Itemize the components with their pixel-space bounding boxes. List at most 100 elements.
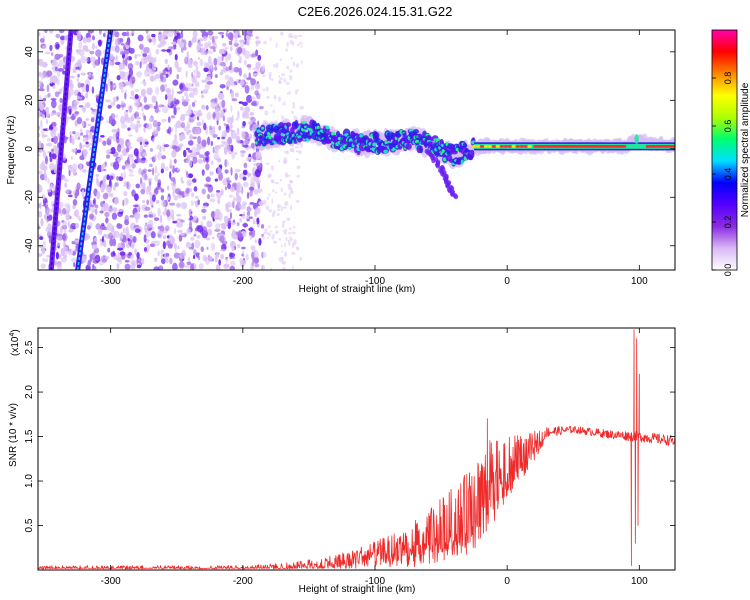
sparse-speck [281,32,283,35]
noise-speck [46,217,50,223]
noise-speck [177,167,180,171]
noise-speck [201,104,206,110]
noise-speck [137,158,142,163]
noise-speck [218,31,225,35]
snr-y-tick-label: 0.5 [24,518,35,532]
noise-speck [154,56,157,63]
noise-speck [252,66,259,71]
noise-speck [206,50,214,55]
noise-speck [214,74,218,78]
noise-speck [159,214,163,224]
noise-speck [181,180,185,184]
noise-speck [149,117,153,122]
sparse-speck [289,180,293,184]
noise-speck [229,46,233,51]
noise-speck [225,257,228,264]
noise-speck [85,161,89,165]
noise-speck [143,104,150,110]
noise-speck [193,234,197,237]
noise-speck [152,167,155,176]
noise-speck [215,189,221,193]
sparse-speck [264,110,269,116]
noise-speck [174,146,180,152]
noise-speck [162,143,166,152]
noise-speck [213,112,216,118]
sparse-speck [265,86,269,92]
noise-speck [143,68,151,77]
snr-x-ticks: -300 -200 -100 0 100 [101,328,648,587]
noise-speck [46,142,53,147]
noise-speck [204,183,211,188]
sparse-speck [270,164,274,171]
noise-speck [138,151,142,159]
noise-speck [229,252,236,258]
noise-speck [163,235,166,240]
noise-speck [71,223,76,226]
noise-speck [51,153,57,160]
noise-speck [197,56,201,61]
noise-speck [194,239,201,249]
noise-speck [127,238,130,242]
noise-speck [222,115,226,122]
noise-speck [201,188,206,195]
sparse-speck [287,239,291,244]
noise-speck [43,169,47,177]
sparse-speck [300,59,303,65]
noise-speck [38,125,41,131]
noise-speck [230,166,233,176]
noise-speck [157,250,160,257]
sparse-speck [296,150,299,153]
noise-speck [95,223,101,230]
noise-speck [112,100,116,107]
noise-speck [134,226,141,230]
noise-speck [80,128,83,134]
noise-speck [183,126,188,132]
spectrogram-y-ticks: -40 -20 0 20 40 [24,46,675,253]
sparse-speck [291,110,295,114]
noise-speck [38,88,45,92]
noise-speck [178,261,185,268]
band-hotspot [503,144,509,148]
noise-speck [49,44,53,51]
noise-speck [240,39,246,43]
noise-speck [226,30,229,33]
noise-speck [78,105,84,108]
noise-speck [220,61,226,67]
noise-speck [114,31,120,38]
noise-speck [219,84,226,89]
sparse-speck [271,197,274,204]
noise-speck [154,174,159,182]
track-core [330,132,336,136]
noise-speck [168,235,174,240]
noise-speck [85,83,90,93]
noise-speck [197,158,204,164]
noise-speck [246,136,253,140]
noise-speck [171,183,177,191]
sparse-speck [275,230,278,235]
noise-speck [111,128,118,133]
noise-speck [234,152,238,155]
sparse-speck [296,199,300,203]
noise-speck [54,111,61,116]
noise-speck [86,37,92,43]
noise-speck [236,243,241,249]
sparse-speck [296,43,300,47]
sparse-speck [274,225,278,229]
noise-speck [252,218,255,225]
noise-speck [88,72,92,79]
spectrogram-y-axis-label: Frequency (Hz) [6,116,17,185]
noise-speck [168,46,173,49]
noise-speck [166,209,171,217]
noise-speck [172,262,178,270]
noise-speck [96,191,101,200]
noise-speck [160,76,167,83]
sparse-speck [284,201,289,206]
noise-speck [87,30,94,34]
noise-speck [209,171,214,176]
noise-speck [82,144,85,149]
noise-speck [206,112,212,121]
sparse-speck [285,48,288,52]
noise-speck [195,195,199,200]
snr-y-tick-label: 1.5 [24,429,35,443]
noise-speck [127,127,131,131]
